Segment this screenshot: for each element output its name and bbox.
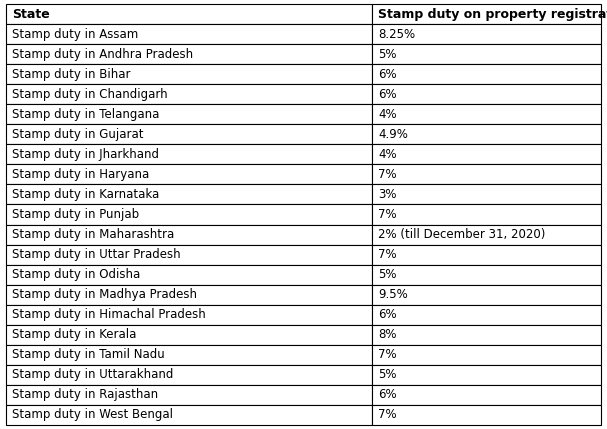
Bar [372,284,601,305]
Text: 9.5%: 9.5% [378,288,408,301]
Text: State: State [12,8,50,21]
Bar [372,64,601,85]
Text: Stamp duty in Himachal Pradesh: Stamp duty in Himachal Pradesh [12,308,206,321]
Bar [372,305,601,325]
Text: Stamp duty in Gujarat: Stamp duty in Gujarat [12,128,144,141]
Bar [372,164,601,184]
Bar [372,44,601,64]
Bar [6,85,372,104]
Text: 3%: 3% [378,188,396,201]
Bar [372,265,601,284]
Bar [372,124,601,145]
Bar [6,284,372,305]
Text: Stamp duty in Tamil Nadu: Stamp duty in Tamil Nadu [12,348,165,361]
Bar [372,325,601,344]
Text: 5%: 5% [378,268,396,281]
Bar [372,4,601,24]
Bar [372,104,601,124]
Bar [372,385,601,405]
Bar [6,104,372,124]
Bar [372,344,601,365]
Text: Stamp duty in Rajasthan: Stamp duty in Rajasthan [12,388,158,401]
Text: Stamp duty in Punjab: Stamp duty in Punjab [12,208,139,221]
Text: 6%: 6% [378,388,396,401]
Bar [6,24,372,44]
Text: Stamp duty in Jharkhand: Stamp duty in Jharkhand [12,148,159,161]
Bar [372,24,601,44]
Text: 7%: 7% [378,408,396,421]
Bar [6,365,372,385]
Text: 5%: 5% [378,48,396,61]
Text: Stamp duty in Assam: Stamp duty in Assam [12,28,138,41]
Text: 4.9%: 4.9% [378,128,408,141]
Bar [6,265,372,284]
Text: 8%: 8% [378,328,396,341]
Text: 6%: 6% [378,308,396,321]
Bar [6,44,372,64]
Bar [372,245,601,265]
Text: 5%: 5% [378,368,396,381]
Bar [372,405,601,425]
Text: Stamp duty in Bihar: Stamp duty in Bihar [12,68,131,81]
Bar [6,64,372,85]
Text: Stamp duty in Odisha: Stamp duty in Odisha [12,268,140,281]
Bar [6,224,372,245]
Bar [6,385,372,405]
Text: Stamp duty in Chandigarh: Stamp duty in Chandigarh [12,88,168,101]
Bar [372,224,601,245]
Bar [6,405,372,425]
Bar [6,325,372,344]
Text: Stamp duty in Karnataka: Stamp duty in Karnataka [12,188,160,201]
Text: 7%: 7% [378,168,396,181]
Text: Stamp duty in West Bengal: Stamp duty in West Bengal [12,408,173,421]
Text: Stamp duty in Telangana: Stamp duty in Telangana [12,108,160,121]
Bar [6,145,372,164]
Text: 7%: 7% [378,208,396,221]
Bar [372,85,601,104]
Bar [6,245,372,265]
Bar [6,305,372,325]
Bar [372,145,601,164]
Bar [6,124,372,145]
Text: Stamp duty on property registration: Stamp duty on property registration [378,8,607,21]
Text: Stamp duty in Uttarakhand: Stamp duty in Uttarakhand [12,368,174,381]
Text: 4%: 4% [378,148,396,161]
Bar [6,205,372,224]
Text: 2% (till December 31, 2020): 2% (till December 31, 2020) [378,228,545,241]
Bar [6,164,372,184]
Text: Stamp duty in Haryana: Stamp duty in Haryana [12,168,149,181]
Text: 4%: 4% [378,108,396,121]
Text: 7%: 7% [378,248,396,261]
Bar [6,344,372,365]
Bar [6,184,372,205]
Text: 7%: 7% [378,348,396,361]
Bar [6,4,372,24]
Text: Stamp duty in Andhra Pradesh: Stamp duty in Andhra Pradesh [12,48,193,61]
Text: Stamp duty in Madhya Pradesh: Stamp duty in Madhya Pradesh [12,288,197,301]
Text: 6%: 6% [378,88,396,101]
Bar [372,184,601,205]
Text: Stamp duty in Uttar Pradesh: Stamp duty in Uttar Pradesh [12,248,181,261]
Text: 8.25%: 8.25% [378,28,415,41]
Text: Stamp duty in Kerala: Stamp duty in Kerala [12,328,137,341]
Text: 6%: 6% [378,68,396,81]
Bar [372,365,601,385]
Text: Stamp duty in Maharashtra: Stamp duty in Maharashtra [12,228,174,241]
Bar [372,205,601,224]
